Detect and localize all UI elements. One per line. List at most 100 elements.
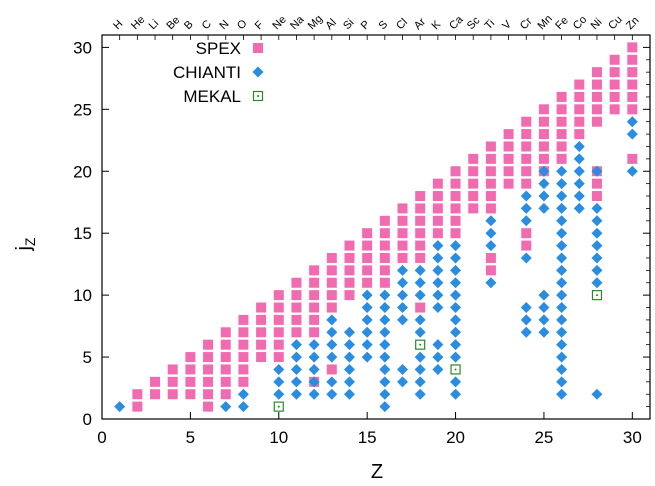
spex-point — [627, 104, 638, 115]
element-label: Be — [164, 14, 182, 32]
spex-point — [238, 314, 249, 325]
spex-point — [397, 203, 408, 214]
chianti-point — [379, 363, 391, 375]
spex-point — [627, 153, 638, 164]
spex-point — [609, 54, 620, 65]
element-label: Si — [341, 17, 356, 32]
chianti-point — [573, 190, 585, 202]
spex-point — [450, 166, 461, 177]
spex-point — [574, 104, 585, 115]
spex-point — [273, 302, 284, 313]
spex-point — [591, 104, 602, 115]
spex-point — [185, 352, 196, 363]
spex-point — [167, 389, 178, 400]
spex-point — [167, 364, 178, 375]
chianti-point — [308, 351, 320, 363]
spex-point — [291, 302, 302, 313]
spex-point — [326, 252, 337, 263]
chianti-point — [237, 388, 249, 400]
spex-point — [238, 364, 249, 375]
chianti-point — [361, 302, 373, 314]
chianti-point — [538, 302, 550, 314]
spex-point — [556, 153, 567, 164]
element-label: H — [111, 18, 125, 32]
x-tick-label: 15 — [358, 428, 377, 447]
chianti-point — [450, 277, 462, 289]
spex-point — [256, 302, 267, 313]
spex-point — [379, 277, 390, 288]
chianti-point — [379, 401, 391, 413]
element-label: O — [235, 17, 250, 32]
element-label: Al — [323, 17, 338, 32]
element-label: Zn — [624, 15, 642, 33]
chianti-point — [573, 153, 585, 165]
spex-point — [379, 252, 390, 263]
chianti-point — [414, 289, 426, 301]
chianti-point — [556, 264, 568, 276]
spex-point — [450, 178, 461, 189]
spex-point — [273, 352, 284, 363]
chianti-point — [414, 277, 426, 289]
spex-point — [220, 364, 231, 375]
chianti-point — [397, 289, 409, 301]
chianti-point — [520, 252, 532, 264]
chianti-point — [450, 388, 462, 400]
spex-point — [432, 178, 443, 189]
spex-point — [538, 141, 549, 152]
chianti-point — [591, 202, 603, 214]
chianti-point — [591, 215, 603, 227]
chianti-point — [343, 376, 355, 388]
element-label: B — [182, 18, 196, 32]
spex-point — [503, 141, 514, 152]
spex-point — [415, 215, 426, 226]
chianti-point — [432, 363, 444, 375]
chianti-point — [361, 351, 373, 363]
spex-point — [291, 290, 302, 301]
chianti-point — [520, 190, 532, 202]
chianti-point — [361, 326, 373, 338]
chianti-point — [308, 388, 320, 400]
chianti-point — [556, 215, 568, 227]
spex-point — [309, 277, 320, 288]
spex-point — [556, 116, 567, 127]
mekal-point — [450, 364, 461, 375]
chianti-point — [556, 202, 568, 214]
spex-point — [203, 376, 214, 387]
legend: SPEX CHIANTI MEKAL — [173, 39, 264, 106]
element-label: He — [129, 14, 147, 32]
chianti-point — [397, 277, 409, 289]
chianti-point — [485, 227, 497, 239]
chianti-point — [626, 116, 638, 128]
spex-point — [521, 228, 532, 239]
chianti-point — [538, 202, 550, 214]
data-marks — [114, 42, 638, 413]
spex-point — [485, 265, 496, 276]
spex-point — [521, 141, 532, 152]
spex-point — [185, 389, 196, 400]
chianti-point — [556, 178, 568, 190]
spex-point — [415, 240, 426, 251]
chianti-point — [591, 277, 603, 289]
spex-point — [309, 314, 320, 325]
spex-point — [256, 327, 267, 338]
spex-point — [556, 104, 567, 115]
chianti-point — [432, 277, 444, 289]
chianti-point — [397, 376, 409, 388]
spex-point — [415, 203, 426, 214]
spex-point — [397, 228, 408, 239]
spex-point — [344, 252, 355, 263]
chianti-point — [485, 240, 497, 252]
spex-point — [485, 203, 496, 214]
spex-point — [256, 314, 267, 325]
legend-label: SPEX — [196, 39, 241, 58]
chianti-point — [290, 339, 302, 351]
chianti-point — [343, 351, 355, 363]
spex-point — [256, 352, 267, 363]
chianti-point — [273, 376, 285, 388]
spex-point — [591, 67, 602, 78]
spex-point — [503, 178, 514, 189]
chianti-point — [326, 351, 338, 363]
spex-point — [574, 79, 585, 90]
spex-point — [556, 129, 567, 140]
